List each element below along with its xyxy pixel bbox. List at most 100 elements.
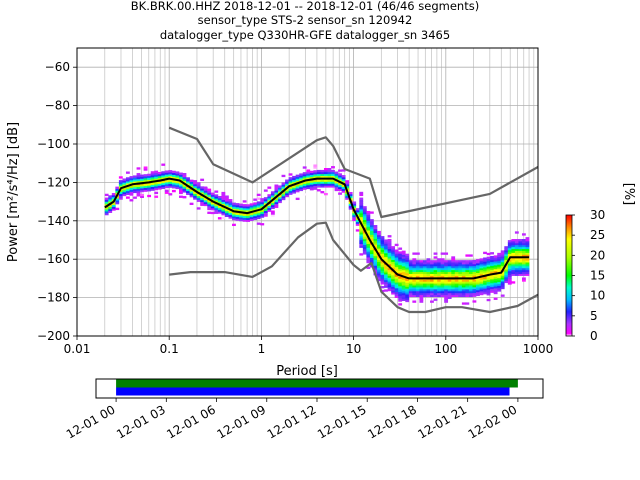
- colorbar-tick-label: 20: [590, 248, 605, 262]
- heatmap-cell: [440, 285, 445, 288]
- heatmap-cell: [306, 177, 311, 180]
- heatmap-cell: [490, 271, 495, 274]
- heatmap-cell: [433, 265, 438, 269]
- heatmap-cell: [415, 260, 420, 263]
- heatmap-cell: [316, 181, 321, 184]
- heatmap-cell: [256, 211, 261, 214]
- heatmap-cell: [366, 258, 371, 262]
- heatmap-cell: [323, 175, 328, 178]
- heatmap-cell: [405, 297, 410, 301]
- heatmap-cell: [521, 262, 526, 265]
- heatmap-cell: [143, 187, 148, 190]
- heatmap-cell: [115, 200, 120, 203]
- heatmap-cell: [497, 258, 502, 261]
- heatmap-cell: [465, 269, 470, 273]
- heatmap-cell: [426, 292, 431, 296]
- heatmap-cell: [380, 249, 385, 252]
- heatmap-cell: [518, 265, 523, 269]
- heatmap-cell: [338, 177, 342, 180]
- heatmap-cell: [525, 258, 530, 261]
- heatmap-cell: [514, 231, 519, 234]
- heatmap-cell: [490, 267, 495, 270]
- heatmap-cell: [497, 260, 502, 263]
- heatmap-cell: [281, 186, 286, 189]
- heatmap-cell: [348, 205, 353, 208]
- heatmap-cell: [437, 294, 441, 298]
- heatmap-cell: [419, 281, 424, 284]
- heatmap-cell: [500, 271, 505, 274]
- heatmap-cell: [359, 209, 364, 212]
- colorbar-tick-label: 15: [590, 269, 605, 283]
- heatmap-cell: [200, 186, 205, 189]
- heatmap-cell: [514, 248, 519, 251]
- heatmap-cell: [270, 202, 275, 206]
- heatmap-cell: [189, 191, 194, 194]
- heatmap-cell: [182, 172, 187, 176]
- heatmap-cell: [468, 275, 473, 278]
- title-line-1: BK.BRK.00.HHZ 2018-12-01 -- 2018-12-01 (…: [131, 0, 479, 13]
- heatmap-cell: [309, 172, 314, 176]
- heatmap-cell: [486, 266, 491, 269]
- heatmap-cell: [369, 246, 374, 249]
- colorbar-tick-label: 5: [590, 309, 598, 323]
- heatmap-cell: [479, 277, 484, 280]
- heatmap-cell: [426, 262, 431, 265]
- heatmap-cell: [511, 260, 516, 263]
- heatmap-cell: [419, 273, 424, 276]
- heatmap-cell: [504, 255, 509, 259]
- heatmap-cell: [203, 190, 208, 193]
- heatmap-cell: [175, 180, 180, 184]
- heatmap-cell: [157, 183, 162, 186]
- heatmap-cell: [239, 203, 243, 206]
- heatmap-cell: [384, 258, 388, 261]
- heatmap-cell: [359, 211, 364, 214]
- heatmap-cell: [412, 265, 417, 269]
- heatmap-cell: [387, 286, 392, 290]
- heatmap-cell: [320, 183, 325, 186]
- heatmap-cell: [369, 259, 374, 262]
- heatmap-cell: [514, 271, 519, 274]
- heatmap-cell: [511, 246, 516, 250]
- heatmap-cell: [355, 211, 360, 215]
- heatmap-cell: [444, 269, 449, 273]
- heatmap-cell: [299, 184, 304, 188]
- heatmap-cell: [224, 199, 229, 202]
- heatmap-cell: [391, 255, 396, 259]
- heatmap-cell: [246, 210, 251, 213]
- heatmap-cell: [444, 267, 449, 271]
- heatmap-cell: [451, 260, 456, 263]
- heatmap-cell: [426, 290, 431, 294]
- heatmap-cell: [391, 271, 396, 274]
- heatmap-cell: [384, 277, 388, 281]
- heatmap-cell: [115, 186, 120, 189]
- heatmap-cell: [497, 289, 502, 292]
- heatmap-cell: [334, 177, 339, 180]
- heatmap-cell: [253, 204, 258, 207]
- heatmap-cell: [281, 174, 286, 178]
- heatmap-cell: [447, 288, 452, 292]
- heatmap-cell: [507, 240, 512, 243]
- heatmap-cell: [104, 209, 109, 212]
- heatmap-cell: [465, 254, 470, 257]
- heatmap-cell: [207, 196, 212, 199]
- heatmap-cell: [168, 183, 173, 186]
- heatmap-cell: [430, 275, 434, 278]
- heatmap-cell: [129, 187, 134, 190]
- heatmap-cell: [362, 217, 367, 221]
- heatmap-cell: [483, 282, 487, 285]
- heatmap-cell: [104, 201, 109, 204]
- heatmap-cell: [415, 281, 420, 284]
- heatmap-cell: [387, 250, 392, 253]
- heatmap-cell: [104, 197, 109, 200]
- heatmap-cell: [415, 275, 420, 278]
- heatmap-cell: [525, 237, 530, 240]
- heatmap-cell: [521, 233, 526, 236]
- heatmap-cell: [366, 255, 371, 258]
- heatmap-cell: [136, 173, 141, 176]
- heatmap-cell: [327, 175, 332, 178]
- heatmap-cell: [405, 265, 410, 268]
- heatmap-cell: [186, 177, 190, 180]
- heatmap-cell: [497, 281, 502, 284]
- heatmap-cell: [270, 200, 275, 204]
- heatmap-cell: [401, 290, 406, 294]
